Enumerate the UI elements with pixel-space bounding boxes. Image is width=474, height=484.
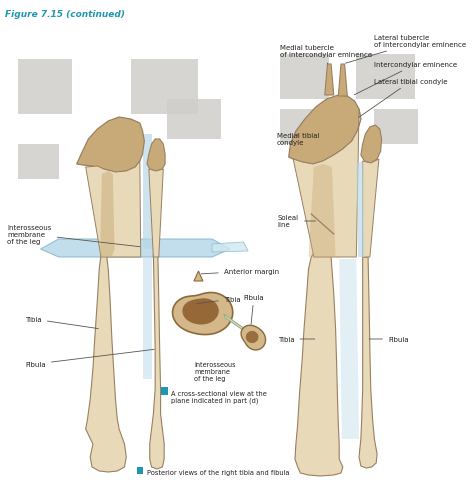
Polygon shape [293,110,361,257]
Polygon shape [173,293,233,335]
Text: Fibula: Fibula [25,349,154,367]
Text: Fibula: Fibula [369,336,409,342]
Polygon shape [356,162,365,257]
Text: Lateral tibial condyle: Lateral tibial condyle [359,79,448,118]
Polygon shape [224,314,250,335]
Text: Medial tubercle
of intercondylar eminence: Medial tubercle of intercondylar eminenc… [280,45,372,65]
FancyBboxPatch shape [374,110,418,145]
FancyBboxPatch shape [280,55,329,100]
Polygon shape [361,126,382,164]
Polygon shape [339,259,359,439]
Text: Medial tibial
condyle: Medial tibial condyle [277,133,319,146]
Text: Lateral tubercle
of intercondylar eminence: Lateral tubercle of intercondylar eminen… [346,35,466,64]
Polygon shape [182,299,219,325]
Polygon shape [41,240,230,257]
Text: Figure 7.15 (continued): Figure 7.15 (continued) [5,10,125,19]
FancyBboxPatch shape [280,110,316,145]
FancyBboxPatch shape [167,100,221,140]
Polygon shape [338,65,347,97]
FancyBboxPatch shape [131,60,199,115]
Polygon shape [194,272,203,281]
Text: Interosseous
membrane
of the leg: Interosseous membrane of the leg [194,361,236,381]
Text: Interosseous
membrane
of the leg: Interosseous membrane of the leg [7,225,140,247]
FancyBboxPatch shape [161,387,168,395]
Polygon shape [309,165,336,257]
Polygon shape [100,172,115,257]
Polygon shape [149,170,163,257]
Polygon shape [147,140,165,172]
FancyBboxPatch shape [137,467,144,474]
Text: Tibia: Tibia [25,317,98,329]
Polygon shape [77,118,145,173]
Polygon shape [295,255,343,476]
FancyBboxPatch shape [356,55,415,100]
Polygon shape [325,65,334,96]
Polygon shape [86,162,141,257]
Polygon shape [241,326,265,350]
Polygon shape [289,96,361,165]
Polygon shape [359,257,377,468]
FancyBboxPatch shape [18,60,72,115]
Polygon shape [143,135,152,249]
Text: Soleal
line: Soleal line [278,215,316,228]
Text: Anterior margin: Anterior margin [201,269,279,274]
Polygon shape [150,255,164,469]
Text: Posterior views of the right tibia and fibula: Posterior views of the right tibia and f… [147,469,290,475]
Polygon shape [143,257,152,379]
Text: A cross-sectional view at the
plane indicated in part (d): A cross-sectional view at the plane indi… [172,390,267,404]
Polygon shape [86,255,126,472]
Text: Intercondylar eminence: Intercondylar eminence [354,62,457,95]
Text: Tibia: Tibia [278,336,315,342]
Polygon shape [246,331,258,343]
Polygon shape [363,160,379,257]
Text: Fibula: Fibula [244,294,264,325]
FancyBboxPatch shape [18,145,59,180]
Text: Tibia: Tibia [197,296,240,304]
Polygon shape [212,242,248,253]
